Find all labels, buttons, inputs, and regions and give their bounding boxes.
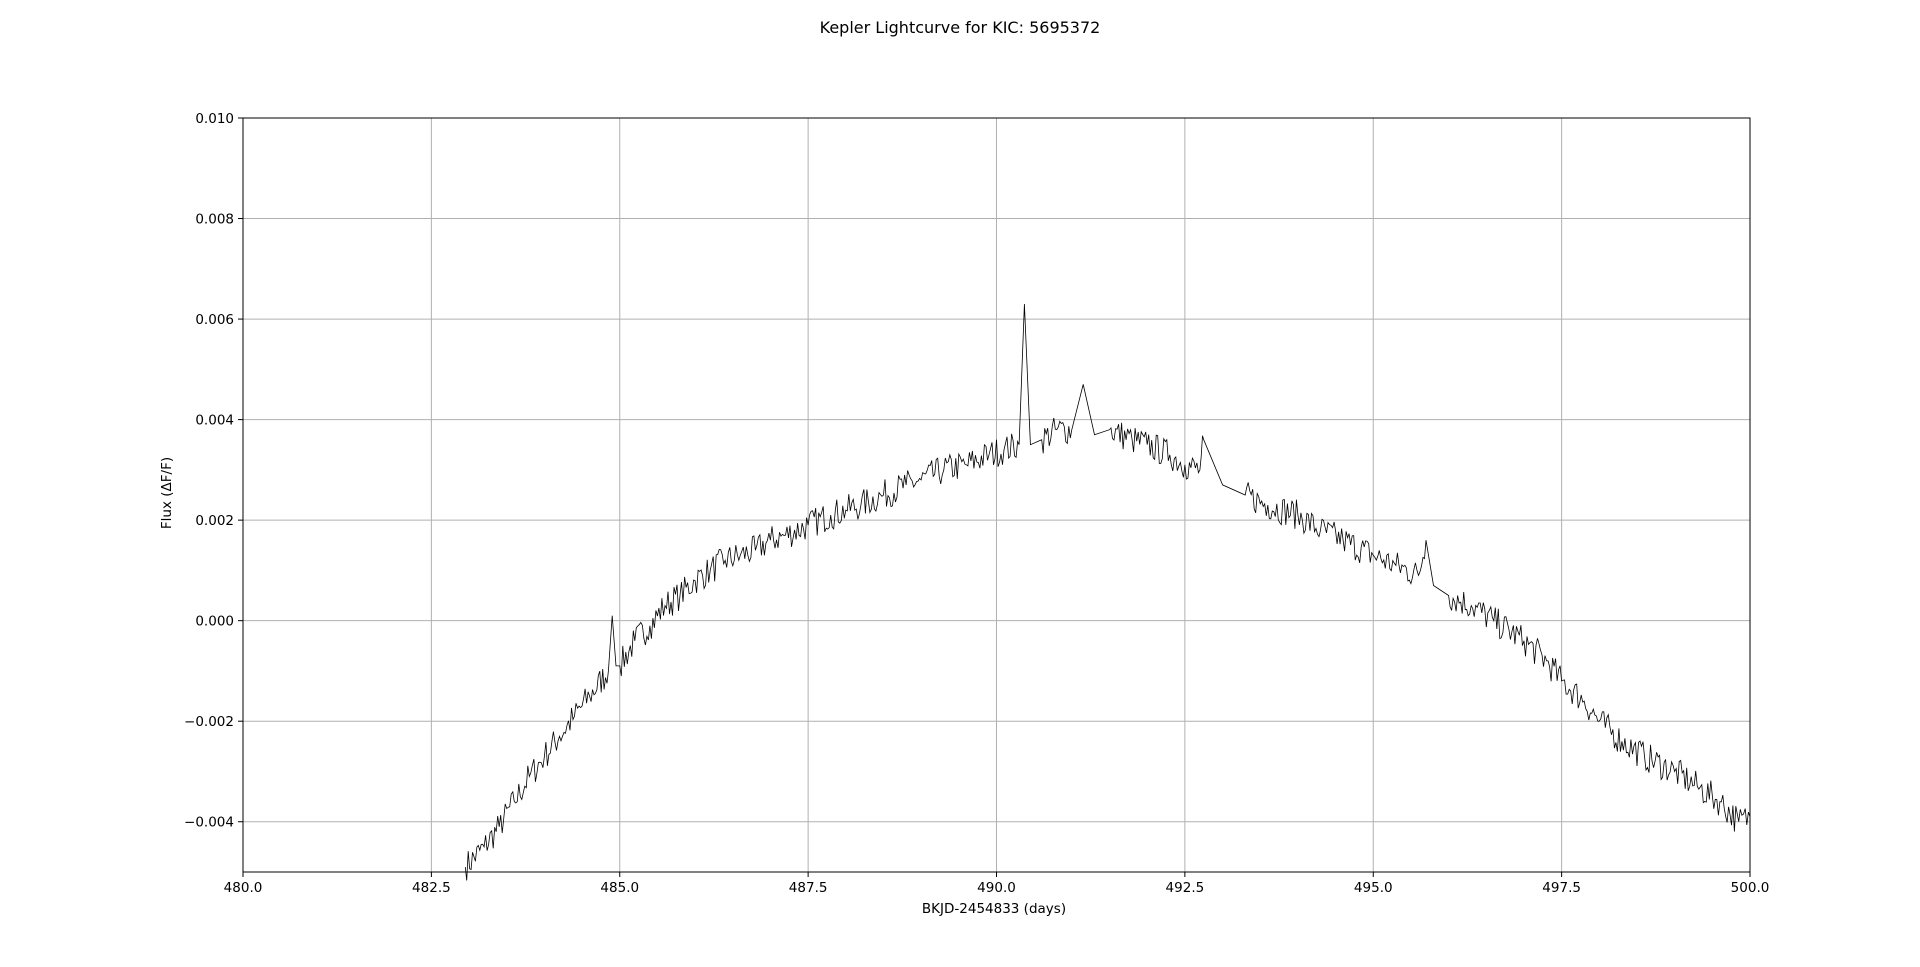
y-tick-label: −0.004 (184, 815, 234, 831)
x-tick-label: 485.0 (600, 880, 639, 896)
y-tick-label: 0.002 (195, 513, 234, 529)
y-tick-label: 0.006 (195, 312, 234, 328)
x-tick-label: 482.5 (412, 880, 451, 896)
y-tick-label: 0.004 (195, 413, 234, 429)
chart-title: Kepler Lightcurve for KIC: 5695372 (820, 18, 1101, 37)
y-tick-label: −0.002 (184, 714, 234, 730)
x-tick-label: 480.0 (224, 880, 263, 896)
x-tick-label: 487.5 (789, 880, 828, 896)
x-tick-label: 492.5 (1166, 880, 1205, 896)
y-axis-label: Flux (ΔF/F) (159, 457, 175, 529)
y-axis: −0.004 −0.002 0.000 0.002 0.004 0.006 0.008 0.0… (184, 111, 243, 831)
y-tick-label: 0.010 (195, 111, 234, 127)
x-axis-label: BKJD-2454833 (days) (922, 901, 1066, 917)
x-tick-label: 495.0 (1354, 880, 1393, 896)
x-tick-label: 497.5 (1542, 880, 1581, 896)
y-tick-label: 0.000 (195, 614, 234, 630)
y-tick-label: 0.008 (195, 212, 234, 228)
lightcurve-line-series-0 (464, 303, 1751, 881)
x-tick-label: 490.0 (977, 880, 1016, 896)
grid-layer (242, 117, 1751, 872)
x-tick-label: 500.0 (1731, 880, 1770, 896)
x-axis: 480.0 482.5 485.0 487.5 490.0 492.5 495.0 497.5… (224, 872, 1770, 896)
line-layer (464, 303, 1751, 881)
